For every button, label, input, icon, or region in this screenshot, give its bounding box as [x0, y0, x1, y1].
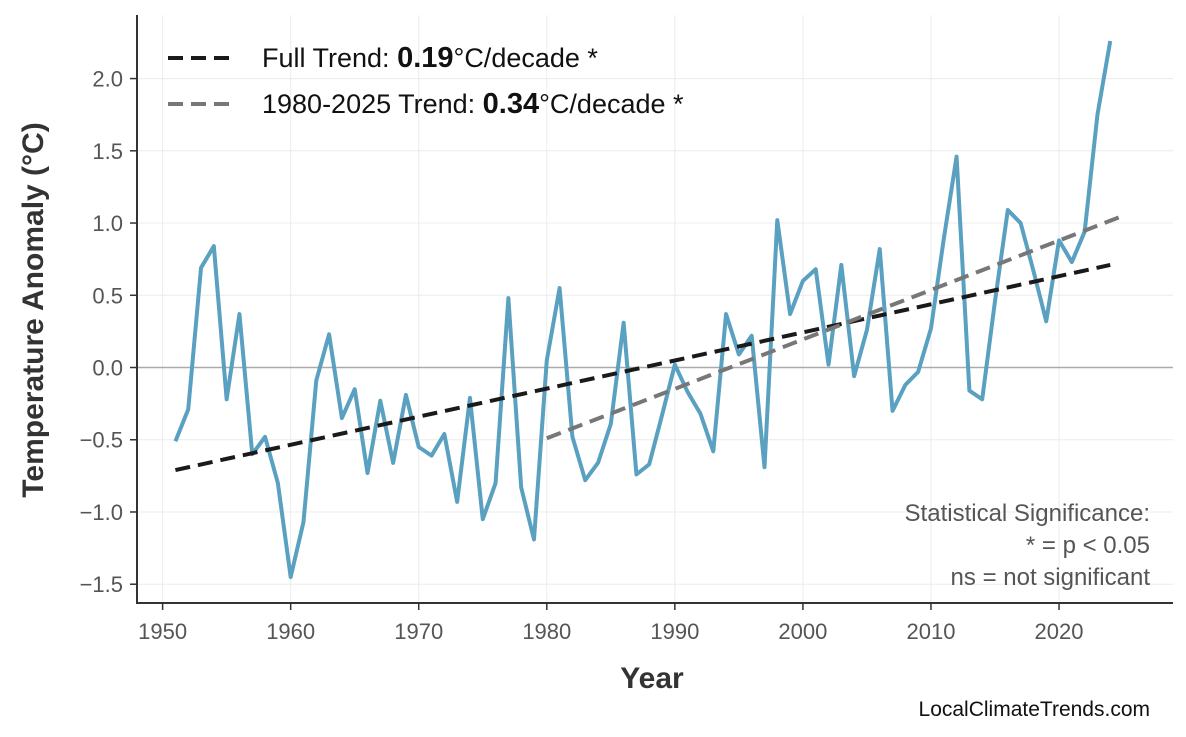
x-tick-label: 1970 [394, 619, 443, 644]
y-tick-label: −1.5 [80, 572, 123, 597]
x-tick-label: 2000 [778, 619, 827, 644]
temperature-anomaly-line [173, 40, 1113, 579]
x-tick-label: 1990 [650, 619, 699, 644]
x-tick-label: 2010 [906, 619, 955, 644]
y-tick-label: 0.0 [92, 356, 123, 381]
y-tick-label: 1.0 [92, 211, 123, 236]
significance-title: Statistical Significance: [905, 500, 1150, 527]
y-tick-label: 0.5 [92, 283, 123, 308]
y-tick-label: 1.5 [92, 139, 123, 164]
credit: LocalClimateTrends.com [919, 698, 1150, 721]
recent-trend-line [546, 213, 1124, 441]
x-tick-label: 1960 [266, 619, 315, 644]
y-tick-label: −0.5 [80, 428, 123, 453]
x-tick-label: 2020 [1035, 619, 1084, 644]
x-axis-label: Year [620, 662, 684, 695]
legend-recent-trend: 1980-2025 Trend: 0.34°C/decade * [262, 88, 684, 120]
legend: Full Trend: 0.19°C/decade * 1980-2025 Tr… [168, 42, 684, 120]
significance-ns: ns = not significant [951, 564, 1151, 591]
x-tick-label: 1950 [138, 619, 187, 644]
legend-full-trend: Full Trend: 0.19°C/decade * [262, 42, 598, 74]
y-tick-label: −1.0 [80, 500, 123, 525]
significance-p: * = p < 0.05 [1026, 532, 1150, 559]
y-axis-label: Temperature Anomaly (°C) [17, 122, 50, 497]
x-tick-label: 1980 [522, 619, 571, 644]
y-tick-label: 2.0 [92, 67, 123, 92]
